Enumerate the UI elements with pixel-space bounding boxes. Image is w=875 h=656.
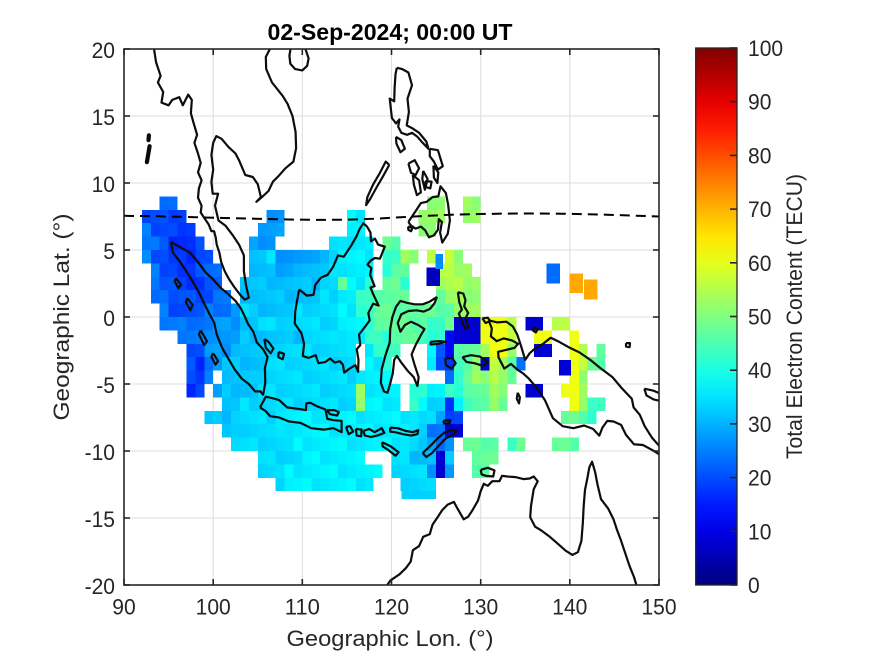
svg-text:60: 60 [748,251,771,276]
svg-text:02-Sep-2024; 00:00 UT: 02-Sep-2024; 00:00 UT [268,19,514,45]
svg-text:0: 0 [103,306,115,331]
svg-text:150: 150 [641,595,676,620]
svg-text:30: 30 [748,412,771,437]
svg-text:90: 90 [748,90,771,115]
svg-text:-5: -5 [96,373,115,398]
svg-text:120: 120 [374,595,409,620]
svg-text:130: 130 [463,595,498,620]
svg-text:20: 20 [748,466,771,491]
svg-text:0: 0 [748,573,760,598]
svg-text:90: 90 [112,595,135,620]
svg-text:-15: -15 [85,507,115,532]
svg-text:Geographic Lon. (°): Geographic Lon. (°) [287,626,494,651]
svg-text:50: 50 [748,305,771,330]
svg-text:15: 15 [92,105,115,130]
svg-text:110: 110 [285,595,320,620]
svg-text:-20: -20 [85,574,115,599]
svg-text:140: 140 [552,595,587,620]
svg-text:100: 100 [748,36,783,61]
svg-text:10: 10 [748,519,771,544]
svg-text:70: 70 [748,197,771,222]
svg-text:-10: -10 [85,440,115,465]
svg-text:Geographic Lat. (°): Geographic Lat. (°) [49,214,74,421]
svg-text:100: 100 [196,595,231,620]
svg-text:10: 10 [92,172,115,197]
svg-text:5: 5 [103,239,115,264]
svg-text:80: 80 [748,143,771,168]
svg-text:20: 20 [92,38,115,63]
svg-text:Total Electron Content (TECU): Total Electron Content (TECU) [782,174,807,459]
svg-text:40: 40 [748,358,771,383]
